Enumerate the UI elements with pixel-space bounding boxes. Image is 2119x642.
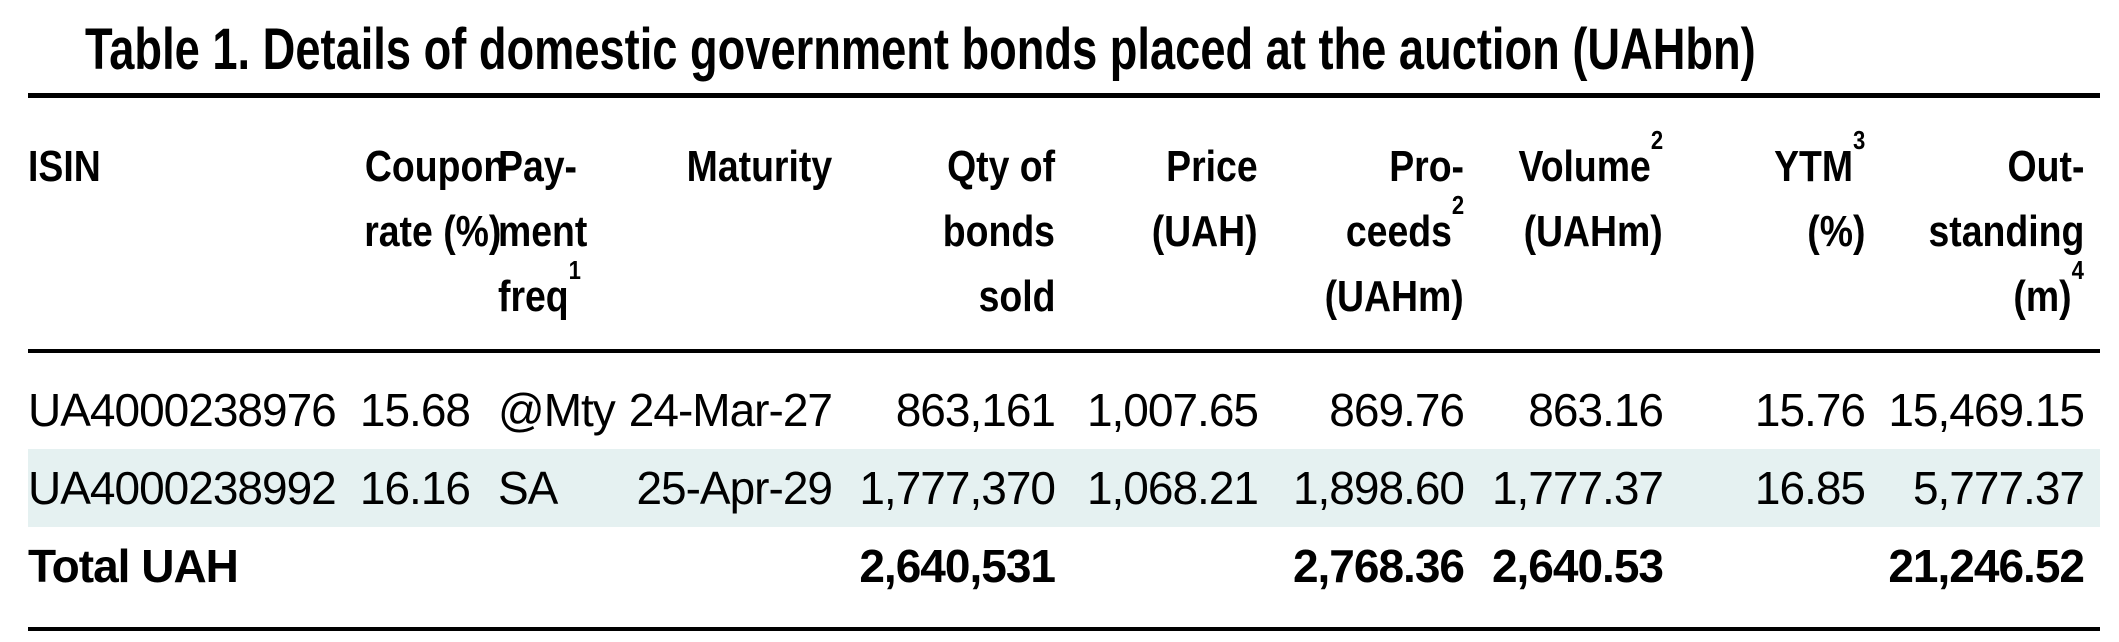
cell-proceeds: 869.76 (1329, 384, 1465, 436)
table-row-bond-1: UA4000238976 15.68 @Mty 24-Mar-27 863,16… (28, 371, 2100, 449)
table-header-row: ISIN Coupon rate (%) Pay- ment freq1 Mat… (28, 98, 2100, 349)
top-rule (28, 93, 2100, 98)
cell-maturity: 25-Apr-29 (636, 462, 833, 514)
cell-total-proceeds: 2,768.36 (1292, 540, 1465, 592)
cell-coupon-rate: 15.68 (359, 384, 471, 436)
cell-price: 1,068.21 (1086, 462, 1259, 514)
column-header-ytm: YTM3 (%) (1773, 125, 1865, 256)
cell-ytm: 16.85 (1754, 462, 1866, 514)
table-row-bond-2: UA4000238992 16.16 SA 25-Apr-29 1,777,37… (28, 449, 2100, 527)
cell-total-outstanding: 21,246.52 (1888, 540, 2085, 592)
column-header-proceeds: Pro- ceeds2 (UAHm) (1324, 142, 1464, 321)
cell-outstanding: 5,777.37 (1912, 462, 2085, 514)
cell-qty-sold: 863,161 (895, 384, 1056, 436)
cell-price: 1,007.65 (1086, 384, 1259, 436)
column-header-isin: ISIN (28, 142, 101, 191)
column-header-volume: Volume2 (UAHm) (1518, 125, 1663, 256)
cell-payment-freq: @Mty (498, 384, 616, 436)
column-header-outstanding: Out- standing (m)4 (1928, 142, 2084, 321)
cell-payment-freq: SA (498, 462, 558, 514)
table-title-text: Table 1. Details of domestic government … (85, 17, 1756, 82)
bottom-rule (28, 627, 2100, 631)
cell-qty-sold: 1,777,370 (859, 462, 1056, 514)
cell-proceeds: 1,898.60 (1292, 462, 1465, 514)
cell-coupon-rate: 16.16 (359, 462, 471, 514)
cell-total-volume: 2,640.53 (1491, 540, 1664, 592)
table-total-row: Total UAH 2,640,531 2,768.36 2,640.53 21… (28, 527, 2100, 605)
cell-volume: 1,777.37 (1491, 462, 1664, 514)
table-body: UA4000238976 15.68 @Mty 24-Mar-27 863,16… (28, 371, 2100, 605)
column-header-payment-freq: Pay- ment freq1 (498, 142, 588, 321)
cell-maturity: 24-Mar-27 (628, 384, 833, 436)
cell-ytm: 15.76 (1754, 384, 1866, 436)
column-header-coupon-rate: Coupon rate (%) (364, 142, 507, 256)
column-header-maturity: Maturity (686, 142, 832, 191)
header-separator-rule (28, 349, 2100, 353)
column-header-price: Price (UAH) (1152, 142, 1258, 256)
cell-outstanding: 15,469.15 (1888, 384, 2085, 436)
bonds-table: ISIN Coupon rate (%) Pay- ment freq1 Mat… (28, 93, 2100, 631)
cell-total-label: Total UAH (28, 540, 239, 592)
cell-isin: UA4000238992 (28, 462, 337, 514)
cell-total-qty-sold: 2,640,531 (859, 540, 1056, 592)
column-header-qty-sold: Qty of bonds sold (942, 142, 1055, 321)
table-title: Table 1. Details of domestic government … (85, 21, 2119, 79)
cell-isin: UA4000238976 (28, 384, 337, 436)
cell-volume: 863.16 (1528, 384, 1664, 436)
